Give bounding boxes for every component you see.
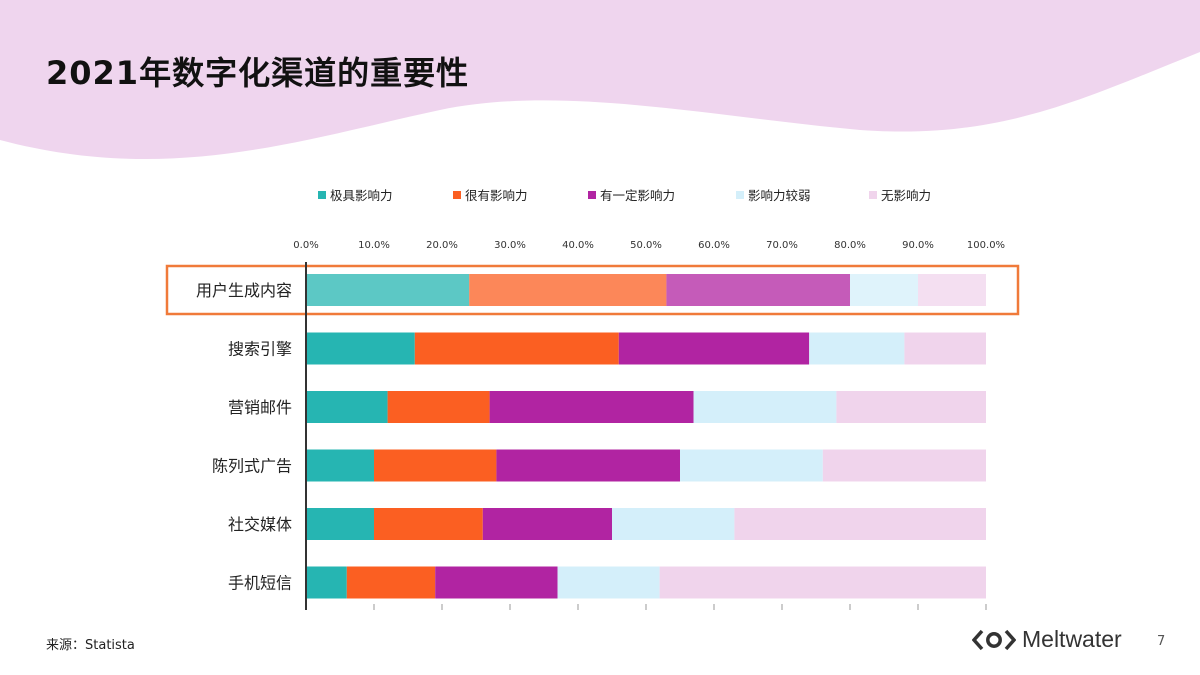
x-tick-label: 50.0% (630, 240, 662, 251)
bar-segment (346, 566, 436, 599)
slide-title: 2021年数字化渠道的重要性 (46, 54, 470, 92)
legend-label: 极具影响力 (330, 188, 393, 203)
highlight-box (165, 264, 1020, 316)
bar-segment (306, 508, 374, 540)
x-tick-label: 70.0% (766, 240, 798, 251)
bar-segment (734, 508, 986, 540)
category-label: 手机短信 (228, 574, 292, 593)
legend-label: 有一定影响力 (600, 188, 675, 203)
bar-segment (850, 274, 918, 306)
legend-swatch (736, 191, 744, 199)
legend-label: 影响力较弱 (748, 188, 811, 203)
bar-segment (612, 508, 735, 540)
bar-segment (306, 449, 374, 482)
bar-segment (822, 449, 986, 482)
bar-segment (918, 274, 986, 306)
x-tick-label: 30.0% (494, 240, 526, 251)
bar-segment (435, 566, 558, 599)
bar-segment (904, 332, 986, 365)
bar-segment (809, 332, 905, 365)
bar-segment (306, 566, 347, 599)
meltwater-logo: Meltwater (972, 626, 1122, 653)
legend-label: 很有影响力 (465, 188, 528, 203)
x-tick-label: 60.0% (698, 240, 730, 251)
bar-segment (666, 274, 850, 306)
category-label: 搜索引擎 (228, 340, 292, 359)
bar-segment (306, 274, 470, 306)
legend-swatch (869, 191, 877, 199)
bar-segment (306, 391, 388, 423)
bar-segment (693, 391, 837, 423)
legend-swatch (318, 191, 326, 199)
bar-segment (680, 449, 823, 482)
bar-segment (374, 449, 497, 482)
category-label: 用户生成内容 (196, 281, 292, 300)
meltwater-mark-icon (972, 629, 1016, 650)
legend-swatch (453, 191, 461, 199)
page-number: 7 (1157, 634, 1166, 649)
category-label: 陈列式广告 (212, 457, 292, 476)
x-tick-label: 0.0% (293, 240, 318, 251)
banner-wave (0, 0, 1200, 160)
bar-segment (557, 566, 660, 599)
x-tick-label: 90.0% (902, 240, 934, 251)
bar-segment (306, 332, 415, 365)
source-note: 来源：Statista (46, 638, 135, 653)
bar-segment (374, 508, 483, 540)
x-tick-label: 100.0% (967, 240, 1005, 251)
bar-segment (836, 391, 986, 423)
bar-segment (482, 508, 612, 540)
x-tick-label: 80.0% (834, 240, 866, 251)
x-tick-label: 20.0% (426, 240, 458, 251)
header-banner (0, 0, 1200, 160)
x-tick-label: 40.0% (562, 240, 594, 251)
bar-segment (387, 391, 490, 423)
category-label: 营销邮件 (228, 398, 292, 417)
logo-text: Meltwater (1022, 626, 1122, 652)
legend-swatch (588, 191, 596, 199)
bar-segment (469, 274, 667, 306)
bar-segment (659, 566, 986, 599)
legend-label: 无影响力 (881, 188, 931, 203)
x-tick-label: 10.0% (358, 240, 390, 251)
category-label: 社交媒体 (228, 515, 292, 534)
bar-segment (489, 391, 694, 423)
bar-segment (496, 449, 680, 482)
bar-segment (414, 332, 619, 365)
bar-segment (618, 332, 810, 365)
